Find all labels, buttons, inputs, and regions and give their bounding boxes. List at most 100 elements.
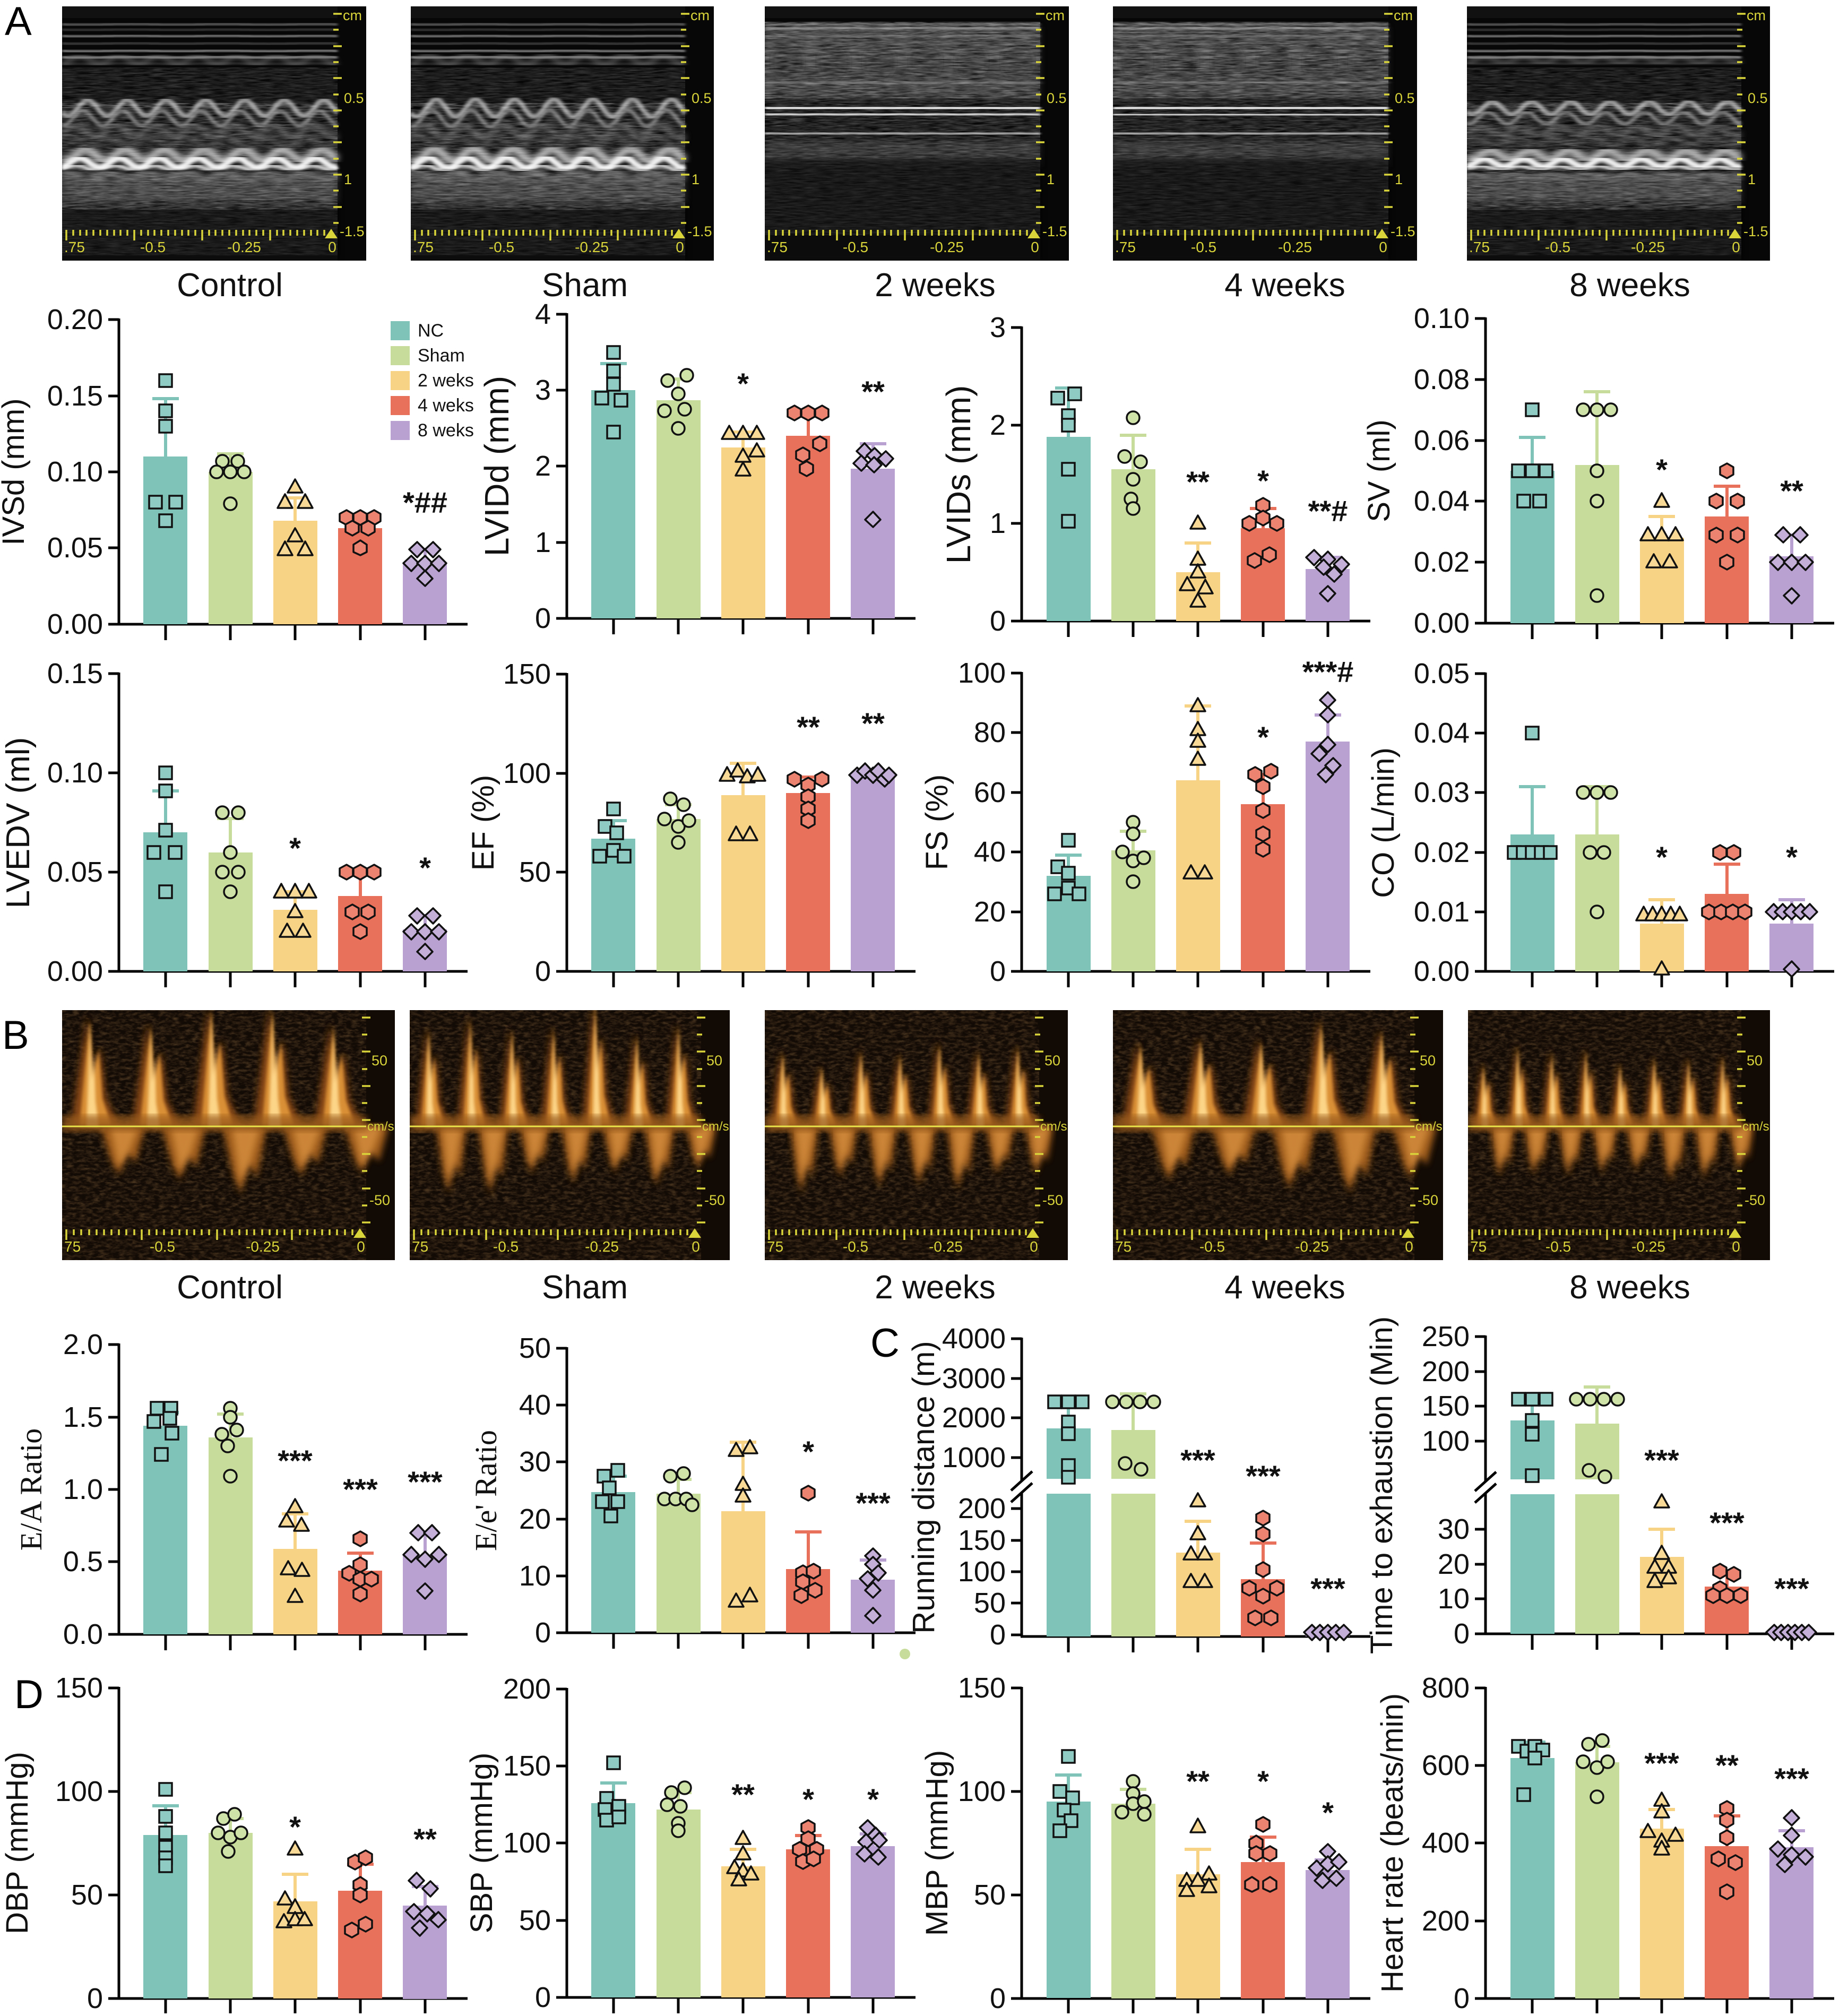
svg-text:-0.25: -0.25	[246, 1238, 280, 1255]
svg-text:1: 1	[1395, 171, 1403, 187]
svg-text:NC: NC	[418, 321, 444, 341]
svg-text:***: ***	[1180, 1443, 1215, 1477]
svg-text:0.15: 0.15	[47, 380, 103, 412]
svg-text:-0.25: -0.25	[575, 239, 609, 255]
svg-text:-0.5: -0.5	[493, 1238, 519, 1255]
svg-text:**: **	[413, 1822, 437, 1856]
svg-text:0.00: 0.00	[47, 608, 103, 640]
svg-text:3: 3	[535, 374, 551, 406]
svg-text:-0.5: -0.5	[843, 239, 868, 255]
svg-text:0: 0	[1031, 239, 1039, 255]
svg-text:0.05: 0.05	[1414, 658, 1470, 690]
svg-text:2 weeks: 2 weeks	[875, 267, 995, 304]
svg-text:-0.5: -0.5	[1545, 239, 1570, 255]
svg-text:60: 60	[974, 777, 1006, 808]
svg-text:150: 150	[503, 1750, 551, 1782]
svg-text:30: 30	[519, 1446, 551, 1478]
svg-text:0: 0	[990, 605, 1006, 637]
svg-text:150: 150	[55, 1672, 103, 1704]
svg-text:0: 0	[692, 1238, 700, 1255]
svg-text:***: ***	[408, 1465, 443, 1498]
svg-text:50: 50	[974, 1587, 1006, 1619]
svg-text:0.04: 0.04	[1414, 485, 1470, 517]
svg-text:*: *	[867, 1782, 879, 1816]
svg-text:0.10: 0.10	[47, 757, 103, 789]
svg-text:0.06: 0.06	[1414, 425, 1470, 456]
svg-text:***: ***	[343, 1472, 378, 1506]
svg-text:*: *	[737, 367, 749, 400]
svg-text:-0.25: -0.25	[929, 1238, 963, 1255]
svg-text:0.5: 0.5	[1748, 90, 1768, 106]
svg-text:50: 50	[519, 856, 551, 888]
svg-text:200: 200	[958, 1493, 1006, 1524]
svg-text:MBP (mmHg): MBP (mmHg)	[920, 1750, 954, 1936]
svg-text:0.00: 0.00	[1414, 607, 1470, 639]
svg-text:*: *	[802, 1782, 814, 1816]
svg-text:75: 75	[767, 1238, 783, 1255]
svg-text:1: 1	[990, 507, 1006, 539]
svg-text:50: 50	[71, 1879, 103, 1911]
svg-text:-1.5: -1.5	[1391, 223, 1415, 239]
svg-text:0: 0	[535, 955, 551, 987]
svg-text:***: ***	[856, 1486, 891, 1520]
svg-text:*: *	[1322, 1796, 1334, 1829]
svg-text:E/A Ratio: E/A Ratio	[14, 1428, 48, 1550]
svg-text:0: 0	[328, 239, 336, 255]
svg-text:100: 100	[1422, 1425, 1470, 1457]
svg-text:20: 20	[1438, 1548, 1470, 1580]
svg-text:1: 1	[535, 527, 551, 558]
svg-text:-50: -50	[1042, 1192, 1063, 1208]
svg-text:50: 50	[706, 1053, 722, 1069]
svg-text:**: **	[1780, 474, 1803, 507]
svg-text:cm: cm	[1747, 7, 1766, 23]
svg-text:Sham: Sham	[542, 1269, 628, 1306]
svg-text:0.03: 0.03	[1414, 777, 1470, 808]
svg-text:0.5: 0.5	[344, 90, 364, 106]
svg-text:150: 150	[1422, 1390, 1470, 1422]
svg-text:200: 200	[1422, 1905, 1470, 1937]
svg-text:-1.5: -1.5	[1042, 223, 1067, 239]
svg-text:2.0: 2.0	[63, 1329, 103, 1360]
svg-text:*: *	[1257, 720, 1269, 754]
svg-text:8 weeks: 8 weeks	[1569, 267, 1690, 304]
svg-text:150: 150	[503, 658, 551, 690]
svg-text:4: 4	[535, 298, 551, 330]
svg-text:0: 0	[357, 1238, 365, 1255]
svg-text:LVIDd (mm): LVIDd (mm)	[478, 376, 516, 556]
svg-text:0.05: 0.05	[47, 856, 103, 888]
svg-text:Running distance (m): Running distance (m)	[906, 1341, 941, 1633]
svg-text:0.0: 0.0	[63, 1618, 103, 1650]
svg-text:-0.25: -0.25	[227, 239, 261, 255]
svg-text:0: 0	[1454, 1618, 1470, 1650]
svg-text:1.5: 1.5	[63, 1401, 103, 1433]
svg-text:0.08: 0.08	[1414, 364, 1470, 395]
svg-text:0.01: 0.01	[1414, 896, 1470, 928]
svg-text:2 weks: 2 weks	[418, 371, 474, 391]
svg-text:Time to exhaustion (Min): Time to exhaustion (Min)	[1365, 1316, 1399, 1654]
svg-text:cm/s: cm/s	[1040, 1119, 1067, 1134]
svg-text:0.00: 0.00	[1414, 955, 1470, 987]
svg-text:75: 75	[412, 1238, 428, 1255]
svg-text:0.05: 0.05	[47, 532, 103, 564]
svg-text:*: *	[1257, 464, 1269, 497]
svg-text:50: 50	[519, 1332, 551, 1364]
svg-text:0: 0	[1030, 1238, 1038, 1255]
svg-text:8 weks: 8 weks	[418, 420, 474, 441]
svg-text:-0.5: -0.5	[140, 239, 166, 255]
svg-text:1: 1	[692, 171, 700, 187]
svg-text:Sham: Sham	[542, 267, 628, 304]
svg-text:FS (%): FS (%)	[920, 774, 954, 870]
svg-text:30: 30	[1438, 1513, 1470, 1545]
svg-text:0.20: 0.20	[47, 304, 103, 335]
svg-text:-0.5: -0.5	[1191, 239, 1216, 255]
svg-text:-50: -50	[1418, 1192, 1438, 1208]
svg-text:cm: cm	[690, 7, 710, 23]
svg-text:**: **	[1186, 465, 1210, 498]
svg-text:Sham: Sham	[418, 346, 465, 366]
svg-text:0.5: 0.5	[692, 90, 712, 106]
svg-text:-0.5: -0.5	[150, 1238, 175, 1255]
svg-text:50: 50	[1044, 1053, 1060, 1069]
svg-text:-0.5: -0.5	[1199, 1238, 1225, 1255]
svg-text:10: 10	[1438, 1583, 1470, 1615]
svg-text:4000: 4000	[942, 1323, 1006, 1355]
